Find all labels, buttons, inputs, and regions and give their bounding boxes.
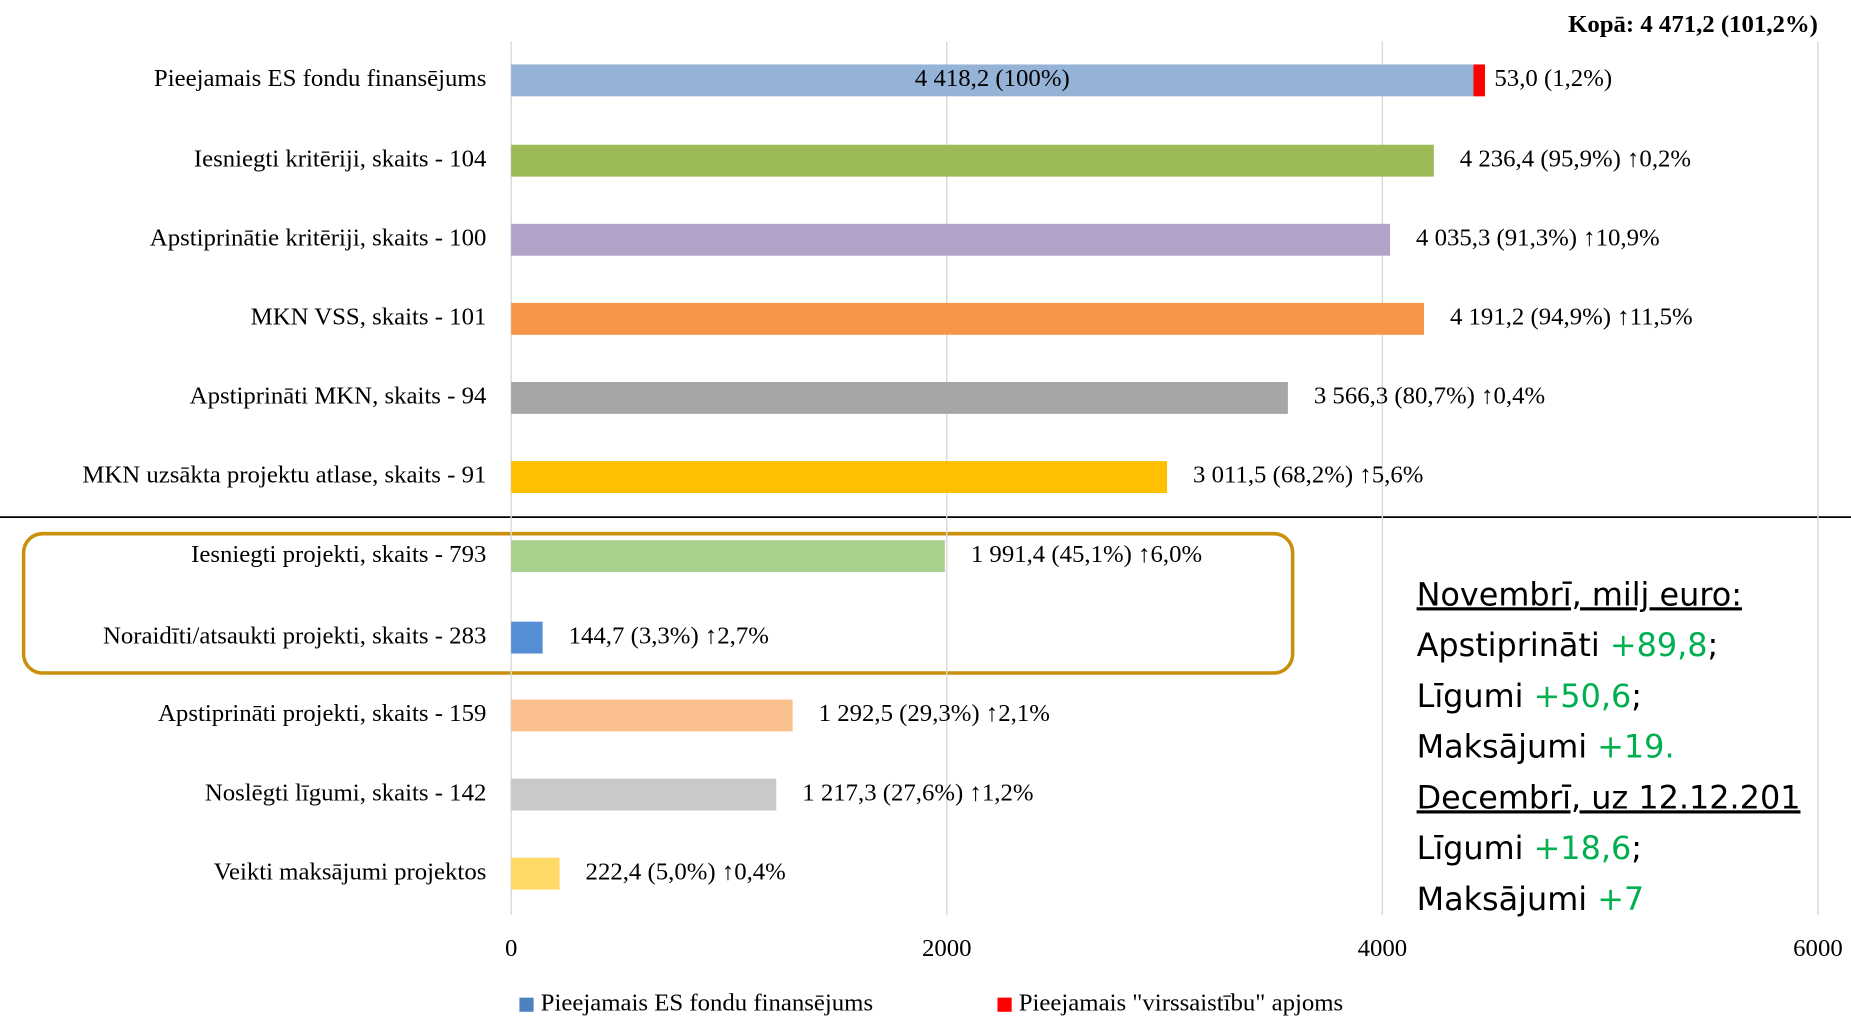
note-line: Maksājumi +19.: [1417, 728, 1675, 766]
y-tick-label: Iesniegti kritēriji, skaits - 104: [194, 145, 487, 172]
x-tick-label: 0: [505, 935, 517, 962]
y-tick-label: Veikti maksājumi projektos: [214, 858, 487, 885]
note-text: +18,6: [1534, 829, 1632, 867]
note-text: Apstiprināti: [1417, 626, 1610, 664]
note-heading: Novembrī, milj euro:: [1417, 575, 1742, 613]
bar: [511, 540, 945, 573]
note-text: ;: [1631, 677, 1642, 715]
highlight-box: [21, 531, 1295, 675]
bar: [511, 64, 1474, 97]
value-label: 1 991,4 (45,1%) ↑6,0%: [971, 541, 1202, 568]
note-line: Maksājumi +7: [1417, 880, 1645, 918]
note-text: Decembrī, uz 12.12.201: [1417, 778, 1801, 816]
legend-swatch: [997, 997, 1012, 1012]
bar: [511, 778, 777, 811]
x-tick-label: 6000: [1793, 935, 1843, 962]
y-tick-label: Noslēgti līgumi, skaits - 142: [205, 779, 487, 806]
note-text: Maksājumi: [1417, 880, 1598, 918]
y-tick-label: Pieejamais ES fondu finansējums: [154, 65, 486, 92]
note-text: ;: [1631, 829, 1642, 867]
note-text: +89,8: [1610, 626, 1708, 664]
y-tick-label: Noraidīti/atsaukti projekti, skaits - 28…: [103, 622, 486, 649]
note-text: Maksājumi: [1417, 728, 1598, 766]
value-label: 4 236,4 (95,9%) ↑0,2%: [1460, 145, 1691, 172]
y-tick-label: Iesniegti projekti, skaits - 793: [191, 541, 486, 568]
note-text: +7: [1597, 880, 1644, 918]
y-tick-label: Apstiprināti projekti, skaits - 159: [158, 700, 486, 727]
y-tick-label: Apstiprinātie kritēriji, skaits - 100: [150, 224, 487, 251]
bar: [511, 857, 560, 890]
value-label: 4 191,2 (94,9%) ↑11,5%: [1450, 304, 1693, 331]
bar: [1473, 64, 1485, 97]
bar: [511, 621, 543, 654]
bar: [511, 382, 1288, 414]
y-tick-label: MKN uzsākta projektu atlase, skaits - 91: [82, 462, 486, 489]
bar: [511, 144, 1434, 177]
value-label: 3 011,5 (68,2%) ↑5,6%: [1193, 462, 1423, 489]
value-label: 1 217,3 (27,6%) ↑1,2%: [802, 779, 1033, 806]
value-label: 144,7 (3,3%) ↑2,7%: [569, 622, 769, 649]
chart-title: Kopā: 4 471,2 (101,2%): [1568, 11, 1818, 38]
note-heading: Decembrī, uz 12.12.201: [1417, 778, 1801, 816]
bar: [511, 461, 1168, 493]
note-text: +50,6: [1534, 677, 1632, 715]
legend-label: Pieejamais ES fondu finansējums: [541, 989, 873, 1016]
value-label: 4 418,2 (100%): [915, 65, 1070, 92]
legend-label: Pieejamais "virssaistību" apjoms: [1019, 989, 1343, 1016]
y-tick-label: Apstiprināti MKN, skaits - 94: [190, 383, 487, 410]
bar: [511, 223, 1391, 256]
note-text: Līgumi: [1417, 829, 1534, 867]
note-text: Novembrī, milj euro:: [1417, 575, 1742, 613]
value-label: 4 035,3 (91,3%) ↑10,9%: [1416, 224, 1660, 251]
note-text: ;: [1708, 626, 1719, 664]
value-label: 53,0 (1,2%): [1494, 65, 1612, 92]
value-label: 3 566,3 (80,7%) ↑0,4%: [1314, 383, 1545, 410]
value-label: 1 292,5 (29,3%) ↑2,1%: [819, 700, 1050, 727]
note-line: Līgumi +18,6;: [1417, 829, 1642, 867]
x-tick-label: 2000: [922, 935, 972, 962]
bar: [511, 302, 1424, 335]
note-text: Līgumi: [1417, 677, 1534, 715]
y-tick-label: MKN VSS, skaits - 101: [251, 304, 487, 331]
x-tick-label: 4000: [1358, 935, 1408, 962]
note-line: Apstiprināti +89,8;: [1417, 626, 1719, 664]
legend-swatch: [519, 997, 534, 1012]
note-line: Līgumi +50,6;: [1417, 677, 1642, 715]
note-text: +19.: [1597, 728, 1674, 766]
bar: [511, 699, 793, 732]
value-label: 222,4 (5,0%) ↑0,4%: [586, 858, 786, 885]
